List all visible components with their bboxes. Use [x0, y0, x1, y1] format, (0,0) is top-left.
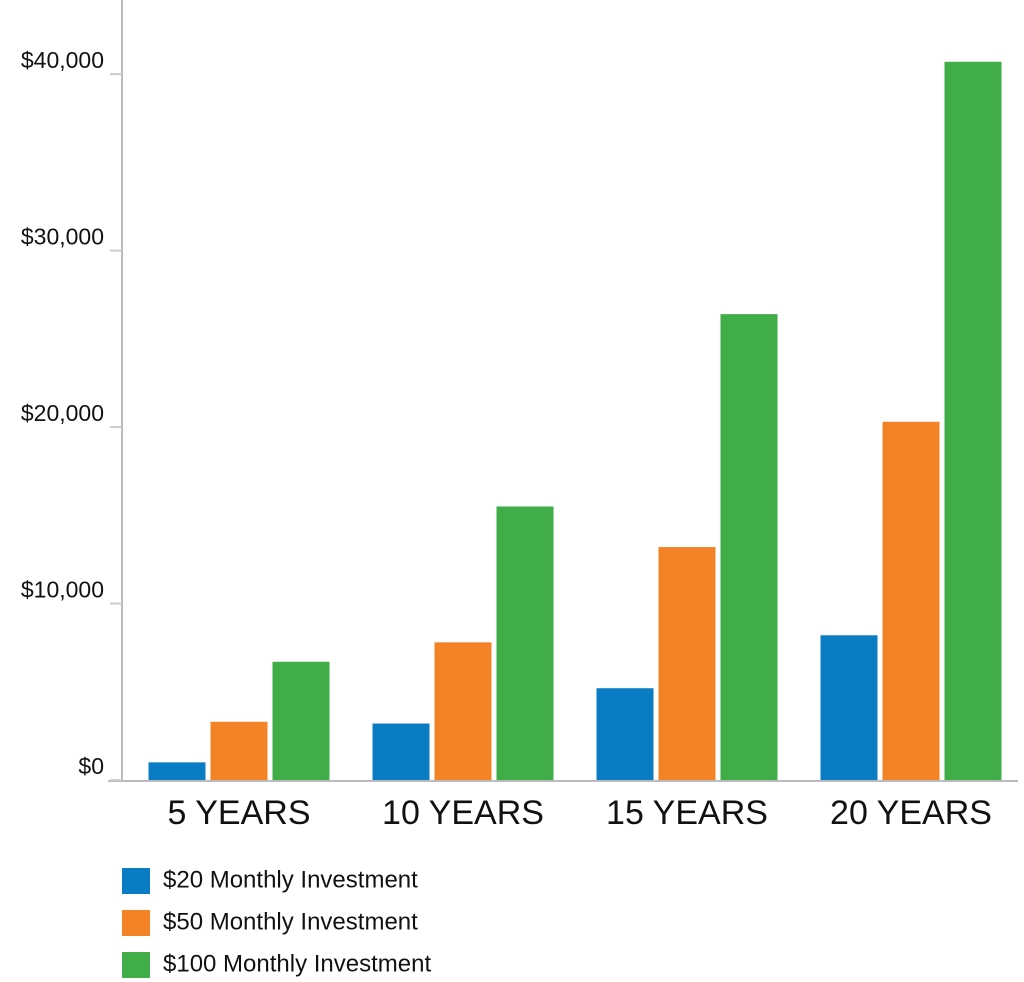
bar — [658, 547, 716, 780]
bar — [944, 61, 1002, 780]
bar — [272, 661, 330, 780]
x-tick-label: 10 YEARS — [382, 794, 544, 832]
bar — [596, 688, 654, 780]
x-tick-label: 15 YEARS — [606, 794, 768, 832]
y-tick-label: $40,000 — [21, 47, 104, 73]
bar — [434, 642, 492, 780]
bar — [882, 421, 940, 780]
legend-swatch — [122, 868, 150, 894]
bar — [496, 506, 554, 780]
x-tick-label: 20 YEARS — [830, 794, 992, 832]
legend-swatch — [122, 910, 150, 936]
bar — [372, 723, 430, 780]
bar — [820, 635, 878, 780]
x-tick-label: 5 YEARS — [167, 794, 310, 832]
legend-swatch — [122, 952, 150, 978]
y-tick-label: $10,000 — [21, 577, 104, 603]
y-tick-label: $0 — [78, 753, 104, 779]
bar — [210, 721, 268, 780]
y-tick-label: $30,000 — [21, 224, 104, 250]
legend-label: $20 Monthly Investment — [163, 866, 418, 893]
bar — [720, 314, 778, 780]
legend-label: $50 Monthly Investment — [163, 908, 418, 935]
y-tick-label: $20,000 — [21, 400, 104, 426]
bar — [148, 762, 206, 780]
legend-label: $100 Monthly Investment — [163, 950, 431, 977]
